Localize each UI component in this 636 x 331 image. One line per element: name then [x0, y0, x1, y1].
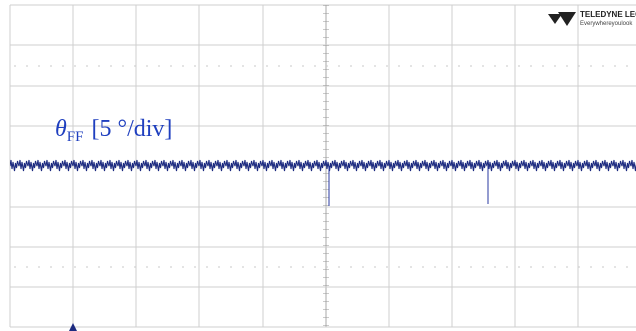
logo-brand: TELEDYNE LECRO [580, 10, 636, 19]
label-symbol: θ [55, 116, 67, 142]
scope-screen: TELEDYNE LECRO Everywhereyoulook θFF [5 °… [0, 0, 636, 331]
logo-tagline: Everywhereyoulook [580, 21, 633, 27]
label-scale: [5 °/div] [91, 116, 172, 142]
label-subscript: FF [67, 129, 84, 145]
page: TELEDYNE LECRO Everywhereyoulook θFF [5 °… [0, 0, 636, 331]
